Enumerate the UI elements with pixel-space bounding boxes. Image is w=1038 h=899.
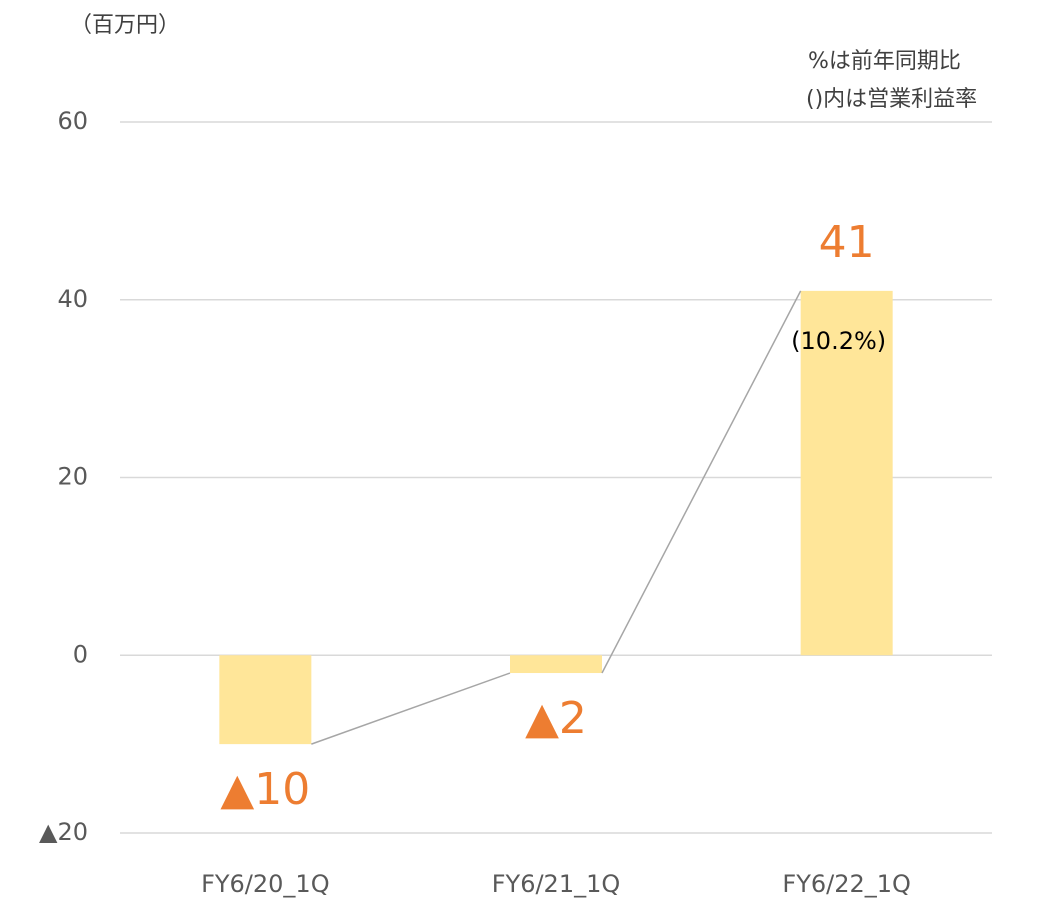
bar (219, 655, 312, 745)
data-label: ▲2 (525, 693, 587, 744)
connector-line (311, 672, 511, 745)
note: ()内は営業利益率 (806, 87, 977, 112)
note: %は前年同期比 (808, 49, 961, 74)
y-tick-label: 60 (57, 107, 88, 135)
bar (510, 655, 602, 674)
unit-label: （百万円） (70, 13, 180, 38)
y-tick-label: 20 (57, 463, 88, 491)
y-tick-label: 40 (57, 285, 88, 313)
y-tick-label: ▲20 (39, 818, 88, 846)
y-tick-label: 0 (73, 640, 88, 668)
data-label: ▲10 (220, 764, 310, 815)
bar (800, 290, 893, 656)
x-tick-label: FY6/22_1Q (782, 870, 911, 898)
x-tick-label: FY6/21_1Q (492, 870, 621, 898)
x-tick-label: FY6/20_1Q (201, 870, 330, 898)
data-label: 41 (819, 217, 875, 268)
connector-line (601, 290, 802, 674)
annotation: (10.2%) (791, 327, 886, 355)
